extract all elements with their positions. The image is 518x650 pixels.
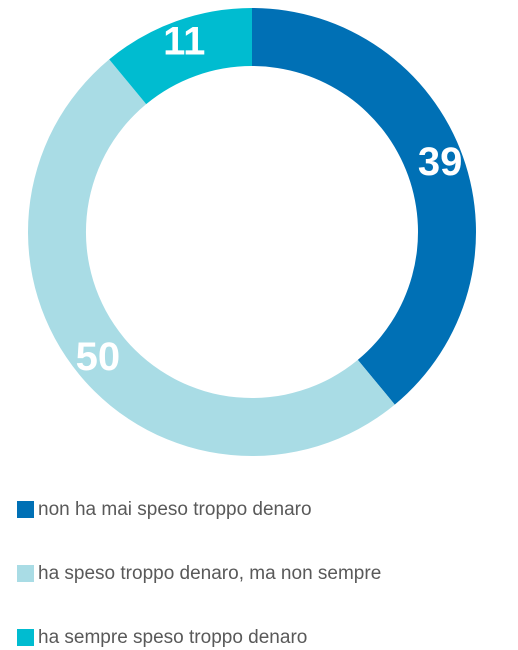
value-label: 50 (76, 335, 121, 379)
value-label: 11 (163, 19, 205, 63)
legend-label: ha sempre speso troppo denaro (38, 627, 307, 648)
value-label: 39 (418, 140, 463, 184)
donut-slice (109, 8, 252, 105)
donut-slice (28, 59, 395, 457)
legend-swatch (17, 565, 34, 582)
legend-swatch (17, 629, 34, 646)
donut-slice (252, 8, 477, 405)
legend-label: non ha mai speso troppo denaro (38, 499, 312, 520)
legend-swatch (17, 501, 34, 518)
legend-label: ha speso troppo denaro, ma non sempre (38, 563, 381, 584)
